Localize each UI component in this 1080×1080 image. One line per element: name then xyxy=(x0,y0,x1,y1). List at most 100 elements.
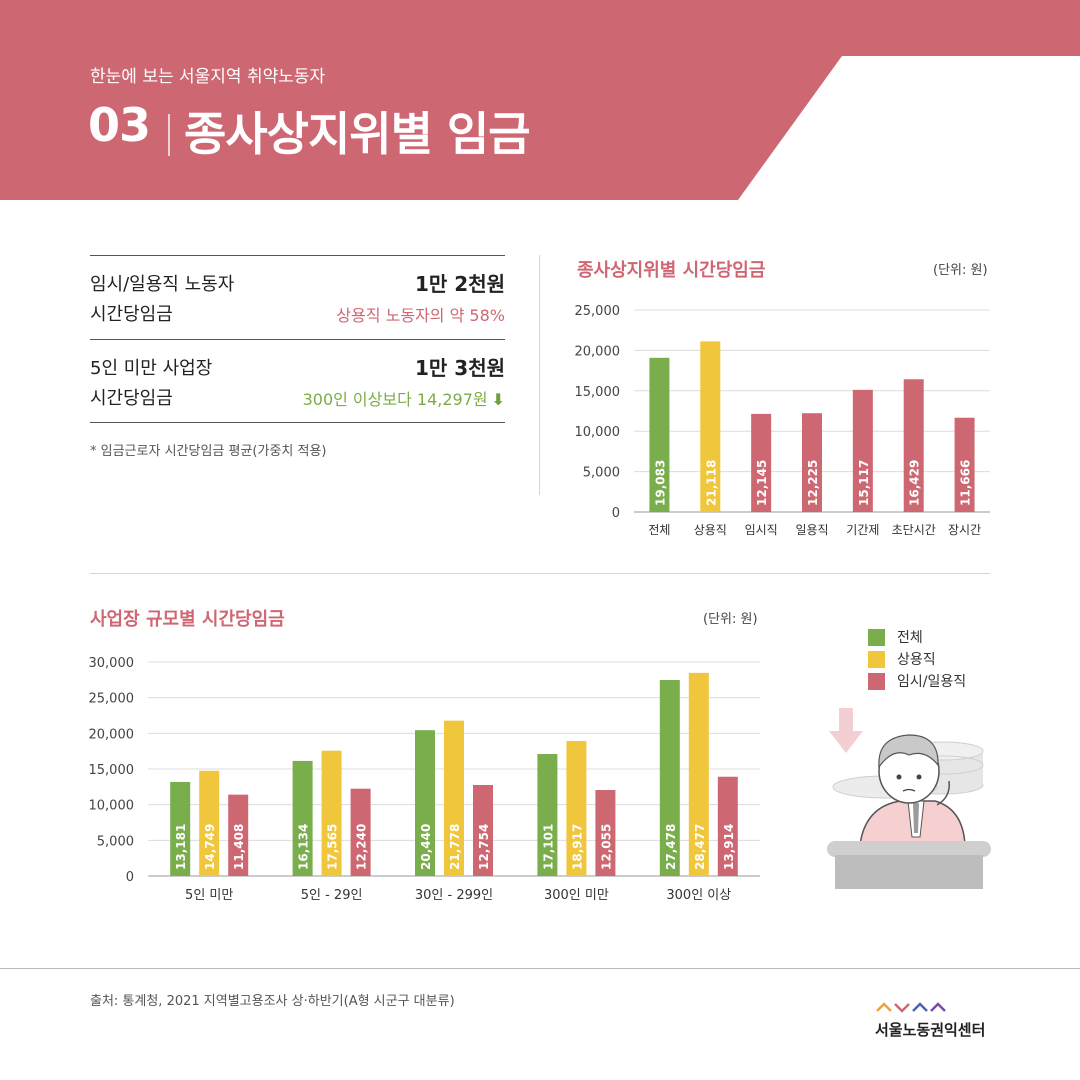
organization-name: 서울노동권익센터 xyxy=(875,1021,986,1039)
summary-note-wrap: 300인 이상보다 14,297원 ⬇ xyxy=(303,386,505,410)
legend-label: 임시/일용직 xyxy=(897,674,967,690)
y-tick-label: 20,000 xyxy=(575,344,621,359)
bar-value-label: 21,118 xyxy=(704,460,718,506)
bar xyxy=(688,672,709,876)
bar xyxy=(751,413,772,512)
legend-swatch xyxy=(868,672,885,690)
summary-label: 임시/일용직 노동자 시간당임금 xyxy=(90,270,234,330)
bar xyxy=(595,790,616,876)
x-category-label: 기간제 xyxy=(846,523,879,537)
y-tick-label: 0 xyxy=(612,506,620,521)
chart2-legend: 전체 상용직 임시/일용직 xyxy=(868,626,966,692)
bar xyxy=(415,730,435,876)
bar-value-label: 19,083 xyxy=(653,460,667,506)
bar xyxy=(444,720,464,876)
bar xyxy=(954,417,975,512)
header-banner: 한눈에 보는 서울지역 취약노동자 03 종사상지위별 임금 xyxy=(0,0,1080,200)
bar xyxy=(199,770,220,876)
x-category-label: 300인 미만 xyxy=(544,888,609,903)
y-tick-label: 20,000 xyxy=(89,727,135,742)
y-tick-label: 10,000 xyxy=(575,425,621,440)
bar-value-label: 12,055 xyxy=(599,824,613,870)
summary-label-line2: 시간당임금 xyxy=(90,304,173,325)
bar-value-label: 13,914 xyxy=(722,824,736,870)
x-category-label: 5인 미만 xyxy=(185,888,233,903)
page-title: 종사상지위별 임금 xyxy=(184,107,531,161)
legend-label: 전체 xyxy=(897,630,923,646)
source-note: 출처: 통계청, 2021 지역별고용조사 상·하반기(A형 시군구 대분류) xyxy=(90,994,455,1009)
bar xyxy=(566,741,587,876)
y-tick-label: 0 xyxy=(126,870,134,885)
worried-worker-illustration xyxy=(827,708,991,889)
bar-value-label: 16,429 xyxy=(908,460,922,506)
bar-value-label: 12,754 xyxy=(477,824,491,870)
chart2-unit: (단위: 원) xyxy=(703,612,758,627)
title-separator xyxy=(168,114,170,156)
x-category-label: 5인 - 29인 xyxy=(301,888,363,903)
summary-value: 1만 2천원 xyxy=(415,272,505,296)
x-category-label: 300인 이상 xyxy=(666,888,731,903)
header-subtitle: 한눈에 보는 서울지역 취약노동자 xyxy=(90,67,326,87)
bar xyxy=(649,357,670,512)
bar-value-label: 12,240 xyxy=(355,824,369,870)
x-category-label: 초단시간 xyxy=(892,523,936,537)
bar-value-label: 17,565 xyxy=(326,824,340,870)
chart1-unit: (단위: 원) xyxy=(933,263,988,278)
desk xyxy=(827,841,991,857)
y-tick-label: 25,000 xyxy=(89,692,135,707)
x-category-label: 30인 - 299인 xyxy=(415,888,493,903)
summary-label-line1: 임시/일용직 노동자 xyxy=(90,274,235,295)
bar xyxy=(473,785,493,876)
y-tick-label: 15,000 xyxy=(575,385,621,400)
chart2-title: 사업장 규모별 시간당임금 xyxy=(90,609,285,630)
horizontal-divider xyxy=(90,573,990,574)
down-arrow-head xyxy=(829,731,863,753)
bar xyxy=(170,781,191,876)
summary-box: 임시/일용직 노동자 시간당임금 1만 2천원 상용직 노동자의 약 58% 5… xyxy=(90,255,505,423)
bar xyxy=(659,679,680,876)
bar xyxy=(228,794,249,876)
summary-row: 5인 미만 사업장 시간당임금 1만 3천원 300인 이상보다 14,297원… xyxy=(90,339,505,423)
bar xyxy=(700,341,721,512)
bar-value-label: 27,478 xyxy=(664,824,678,870)
bar xyxy=(852,389,873,512)
bar-value-label: 21,778 xyxy=(448,824,462,870)
summary-label-line1: 5인 미만 사업장 xyxy=(90,358,213,379)
x-category-label: 임시직 xyxy=(745,523,778,537)
logo-mark-icon xyxy=(876,1002,946,1013)
x-category-label: 상용직 xyxy=(694,523,727,537)
x-category-label: 장시간 xyxy=(948,523,981,537)
bar xyxy=(292,760,313,876)
chart2-svg: 0 5,000 10,000 15,000 20,000 25,000 30,000 13,1… xyxy=(89,656,760,903)
vertical-divider xyxy=(539,255,540,495)
bar-value-label: 20,440 xyxy=(419,824,433,870)
bar-value-label: 14,749 xyxy=(203,824,217,870)
summary-note: 300인 이상보다 14,297원 xyxy=(302,390,488,409)
bar xyxy=(717,776,738,876)
bar-value-label: 13,181 xyxy=(174,824,188,870)
y-tick-label: 5,000 xyxy=(97,834,134,849)
bar xyxy=(903,379,924,512)
summary-value: 1만 3천원 xyxy=(415,356,505,380)
bar-value-label: 28,477 xyxy=(693,824,707,870)
footer-divider xyxy=(0,968,1080,969)
bar xyxy=(537,754,558,876)
bar-value-label: 12,145 xyxy=(755,460,769,506)
bar xyxy=(321,750,342,876)
y-tick-label: 10,000 xyxy=(89,799,135,814)
bar-value-label: 17,101 xyxy=(541,824,555,870)
organization-logo: 서울노동권익센터 xyxy=(875,998,995,1040)
legend-item: 상용직 xyxy=(868,648,966,670)
arrow-down-icon: ⬇ xyxy=(491,390,505,409)
down-arrow-icon xyxy=(839,708,853,732)
chart1-title: 종사상지위별 시간당임금 xyxy=(577,260,766,281)
bar xyxy=(802,413,822,512)
bar-value-label: 11,408 xyxy=(232,824,246,870)
header-background xyxy=(0,0,1080,200)
y-tick-label: 30,000 xyxy=(89,656,135,671)
section-number: 03 xyxy=(88,98,151,152)
chart1-svg: 0 5,000 10,000 15,000 20,000 25,000 19,083 전체 21… xyxy=(575,304,990,537)
summary-label-line2: 시간당임금 xyxy=(90,388,173,409)
legend-item: 전체 xyxy=(868,626,966,648)
bar-value-label: 18,917 xyxy=(570,824,584,870)
